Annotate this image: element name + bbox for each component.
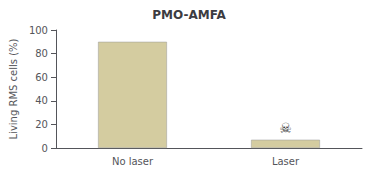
svg-text:20: 20	[35, 119, 48, 130]
svg-text:PMO-AMFA: PMO-AMFA	[152, 8, 226, 22]
svg-text:Laser: Laser	[272, 156, 300, 167]
svg-text:No laser: No laser	[112, 156, 154, 167]
svg-text:☠: ☠	[279, 120, 292, 136]
svg-text:60: 60	[35, 72, 48, 83]
svg-text:100: 100	[29, 25, 48, 36]
svg-text:40: 40	[35, 95, 48, 106]
svg-text:0: 0	[42, 143, 48, 154]
svg-text:Living RMS cells (%): Living RMS cells (%)	[8, 38, 19, 139]
svg-text:80: 80	[35, 48, 48, 59]
